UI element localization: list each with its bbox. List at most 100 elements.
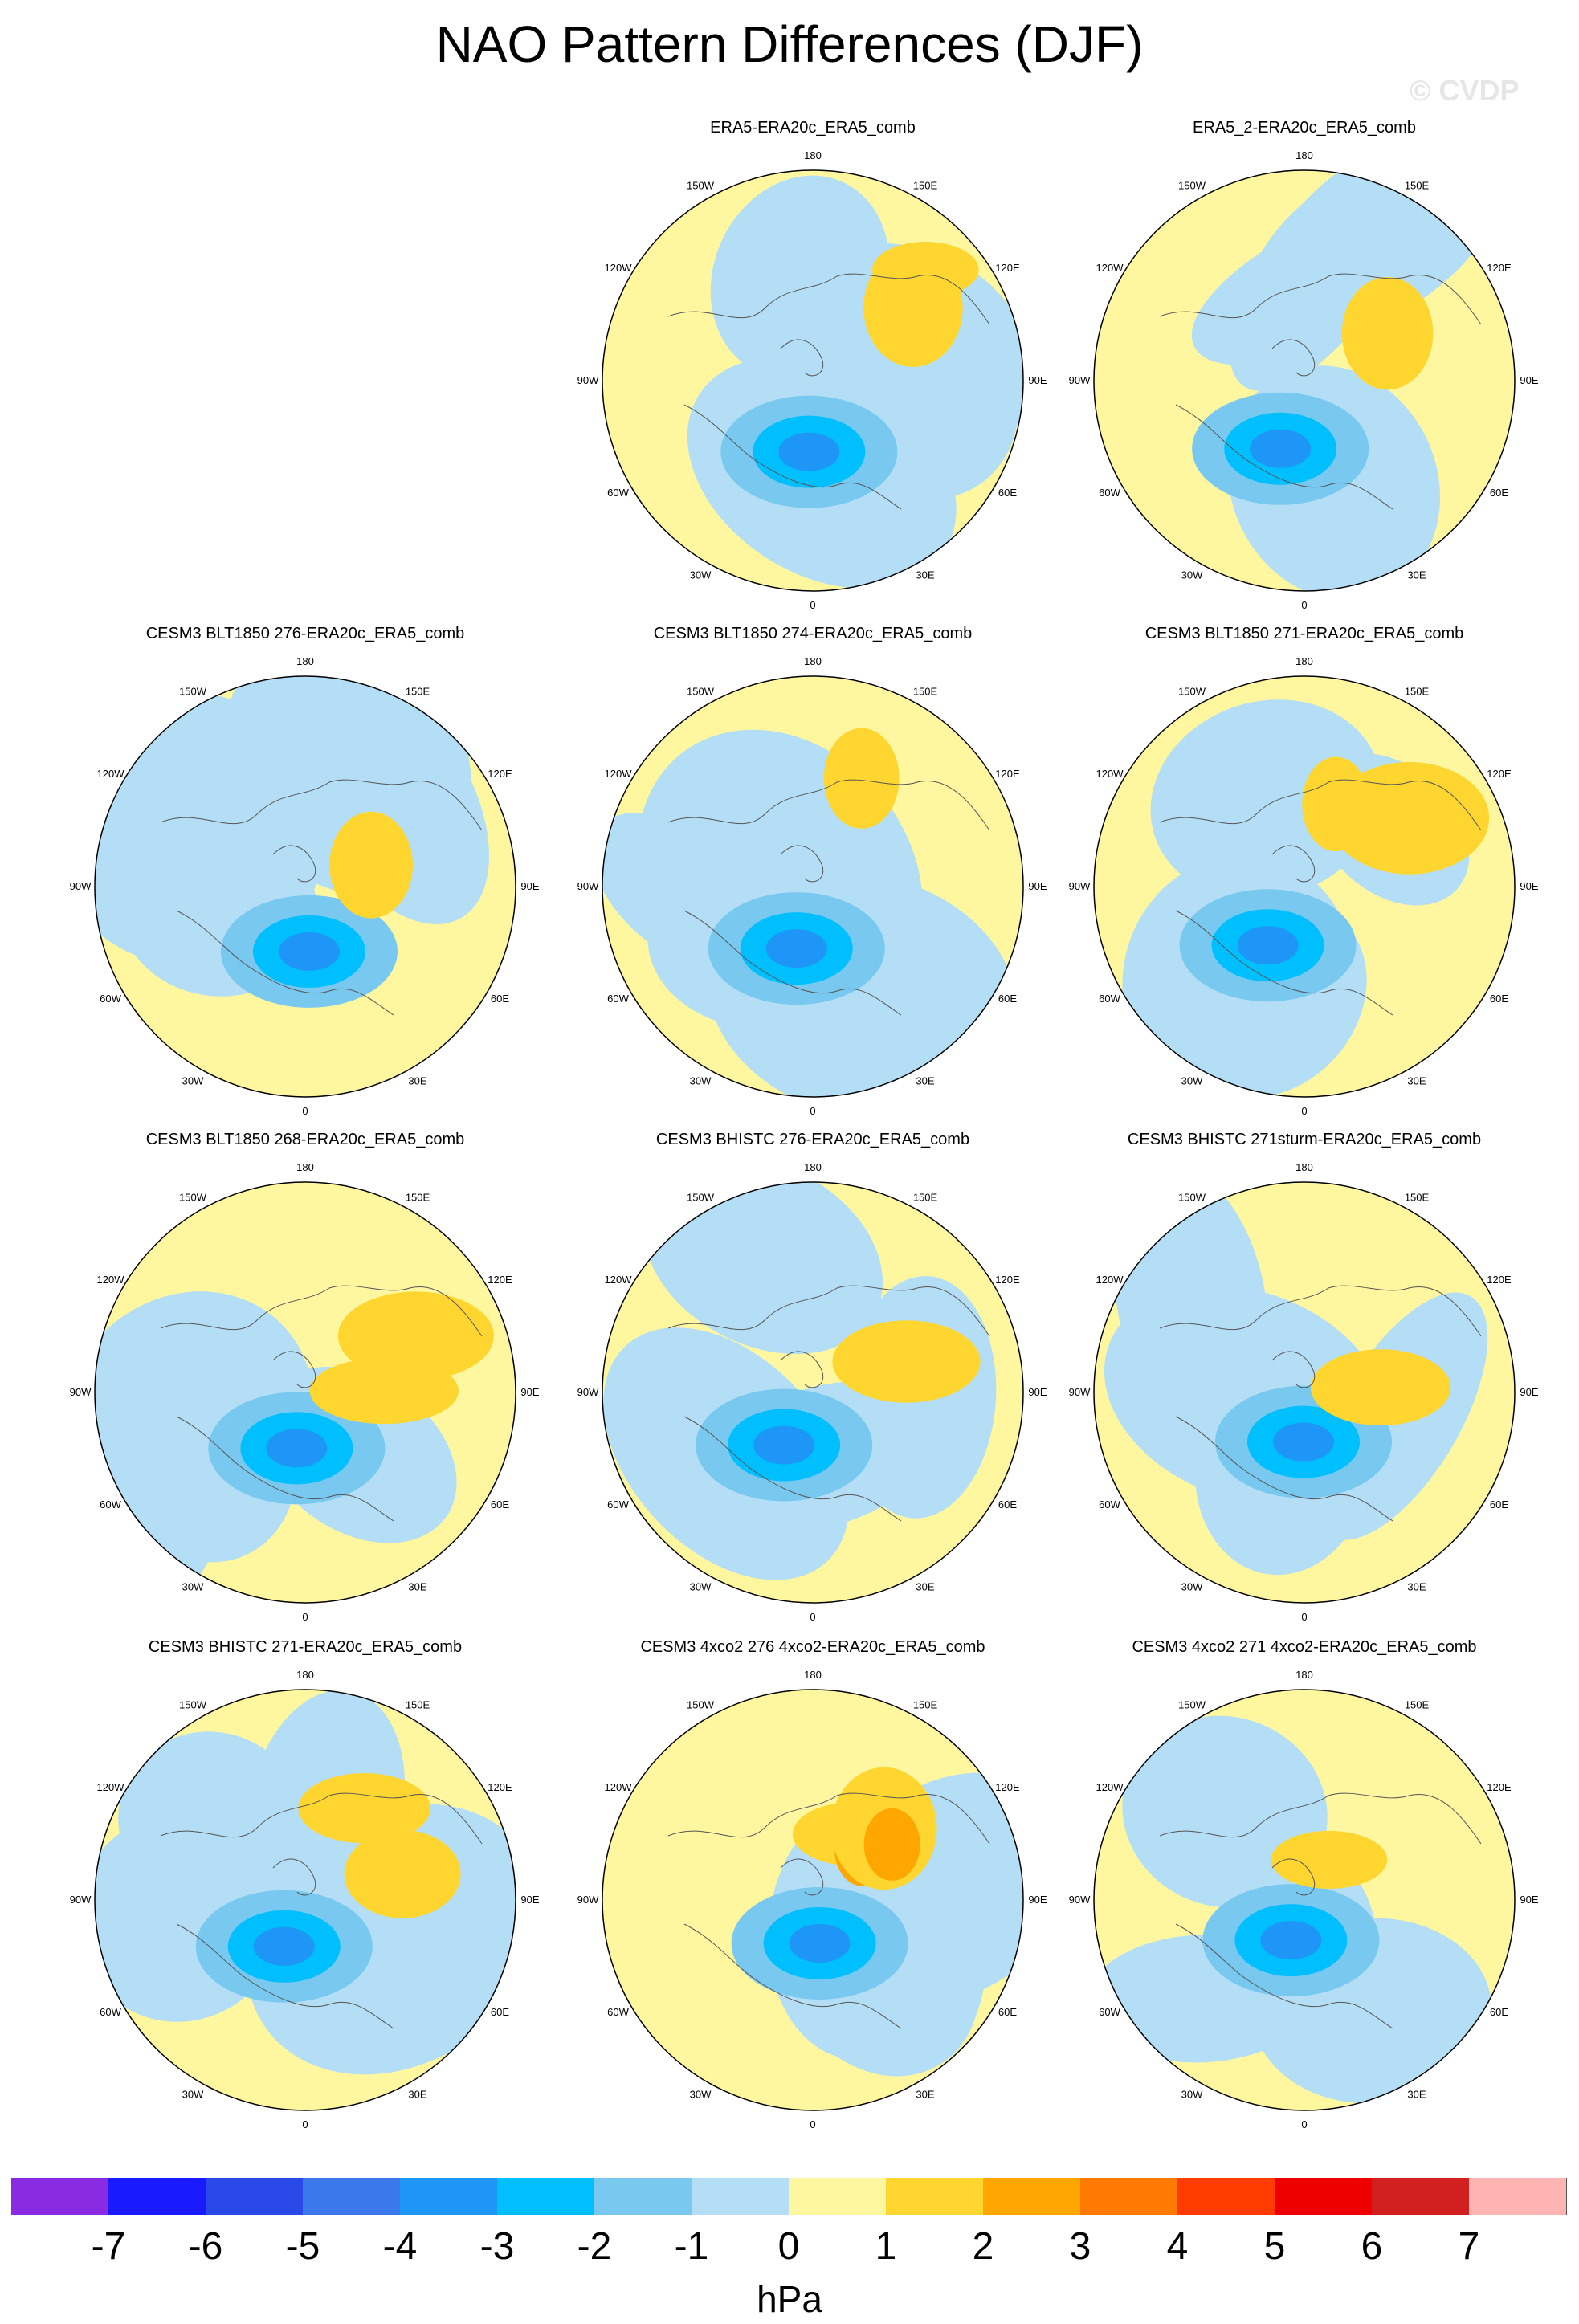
map-panel: CESM3 BHISTC 271-ERA20c_ERA5_comb 180 150E… [64,1638,546,2136]
colorbar-cell [1177,2178,1275,2215]
longitude-label: 30W [1181,569,1203,581]
coastlines [1159,1285,1482,1522]
longitude-label: 30W [690,2088,712,2100]
contour-region-negative [247,1804,516,2075]
colorbar-cell [400,2178,498,2215]
longitude-label: 90W [577,1894,599,1906]
longitude-label: 120E [995,1274,1020,1286]
colorbar-tick-label: -2 [577,2225,612,2268]
longitude-label: 30E [1407,1580,1426,1592]
longitude-label: 60E [998,2006,1017,2018]
colorbar-cell [886,2178,984,2215]
longitude-label: 90E [520,1386,539,1398]
longitude-label: 30E [916,569,934,581]
map-panel: CESM3 BHISTC 276-ERA20c_ERA5_comb 180 150E… [572,1131,1054,1629]
panel-title: CESM3 BHISTC 271sturm-ERA20c_ERA5_comb [1127,1131,1482,1148]
longitude-label: 150W [687,180,715,192]
contour-region-negative [266,1429,328,1468]
contour-region-positive [344,1829,461,1918]
colorbar-tick-label: -5 [285,2225,320,2268]
longitude-label: 150W [687,1699,715,1711]
polar-map: 180 150E 120E 90E 60E 30E 0 30W 60W 90W 120W 150W [577,655,1047,1117]
map-panel: CESM3 BHISTC 271sturm-ERA20c_ERA5_comb 18… [1063,1131,1545,1629]
longitude-label: 90W [70,1894,92,1906]
longitude-label: 0 [302,2118,308,2130]
contour-region-positive [337,1291,494,1380]
map-boundary [1093,169,1516,592]
longitude-label: 60W [100,1498,121,1511]
longitude-label: 0 [302,1105,308,1117]
longitude-label: 60W [100,2006,121,2018]
longitude-label: 120E [995,768,1020,780]
longitude-label: 30E [916,1580,934,1592]
longitude-label: 120W [97,768,125,780]
contour-region-negative [1272,1422,1334,1462]
longitude-label: 150E [1405,1192,1430,1204]
longitude-label: 90E [520,1894,539,1906]
colorbar-cell [1469,2178,1567,2215]
map-boundary [94,1181,516,1604]
contour-region-positive [832,1320,981,1403]
longitude-label: 0 [810,1611,815,1623]
colorbar-cell [11,2178,109,2215]
figure-title: NAO Pattern Differences (DJF) [435,15,1144,73]
coastlines [1159,779,1482,1016]
longitude-label: 60E [1490,487,1508,499]
longitude-label: 120E [995,262,1020,274]
polar-map: 180 150E 120E 90E 60E 30E 0 30W 60W 90W 120W 150W [1069,1161,1539,1623]
watermark-text: © CVDP [1410,74,1520,107]
map-panel: CESM3 BLT1850 271-ERA20c_ERA5_comb 180 150… [1063,625,1545,1123]
panel-title: CESM3 BLT1850 276-ERA20c_ERA5_comb [145,625,465,642]
longitude-label: 180 [1295,149,1313,161]
colorbar-cell [983,2178,1081,2215]
longitude-label: 150W [1178,1192,1206,1204]
coastlines [160,1792,483,2029]
longitude-label: 0 [1301,2118,1307,2130]
coastlines [667,779,990,1016]
longitude-label: 150W [179,686,207,698]
map-boundary [602,169,1024,592]
colorbar-tick-label: -7 [91,2225,126,2268]
colorbar [11,2178,1567,2215]
longitude-label: 60E [491,1498,509,1511]
polar-map: 180 150E 120E 90E 60E 30E 0 30W 60W 90W 120W 150W [70,1669,540,2130]
map-panel: CESM3 BLT1850 276-ERA20c_ERA5_comb 180 150… [64,625,546,1123]
contour-region-negative [710,175,890,378]
longitude-label: 90E [1028,1386,1047,1398]
longitude-label: 30E [1407,2088,1426,2100]
longitude-label: 60E [998,1498,1017,1511]
map-boundary [602,1181,1024,1604]
longitude-label: 30W [1181,2088,1203,2100]
longitude-label: 150W [687,1192,715,1204]
contour-region-negative [278,932,340,971]
longitude-label: 30E [1407,569,1426,581]
longitude-label: 120W [1096,768,1124,780]
longitude-label: 60W [1099,2006,1120,2018]
longitude-label: 120W [1096,1274,1124,1286]
panel-title: CESM3 BLT1850 274-ERA20c_ERA5_comb [653,625,973,642]
coastlines [160,779,483,1016]
map-boundary [602,675,1024,1098]
contour-region-positive [1310,1349,1451,1426]
longitude-label: 90W [1069,1386,1091,1398]
longitude-label: 60W [607,2006,629,2018]
contour-region-positive [309,1357,459,1425]
panel-title: ERA5-ERA20c_ERA5_comb [710,119,916,137]
longitude-label: 120E [1487,1274,1512,1286]
colorbar-tick-label: -3 [479,2225,515,2268]
colorbar-cell [1080,2178,1178,2215]
longitude-label: 60W [1099,993,1120,1005]
longitude-label: 120W [605,262,633,274]
longitude-label: 60W [607,1498,629,1511]
coastlines [160,1285,483,1522]
colorbar-units-label: hPa [757,2278,822,2320]
contour-region-positive [872,242,979,298]
contour-region-positive [863,1808,920,1881]
colorbar-tick-label: 3 [1069,2225,1091,2268]
colorbar-cell [497,2178,595,2215]
longitude-label: 30W [182,1074,204,1087]
colorbar-cell [1275,2178,1373,2215]
longitude-label: 90W [1069,1894,1091,1906]
colorbar-tick-label: 7 [1458,2225,1480,2268]
longitude-label: 60E [998,487,1017,499]
